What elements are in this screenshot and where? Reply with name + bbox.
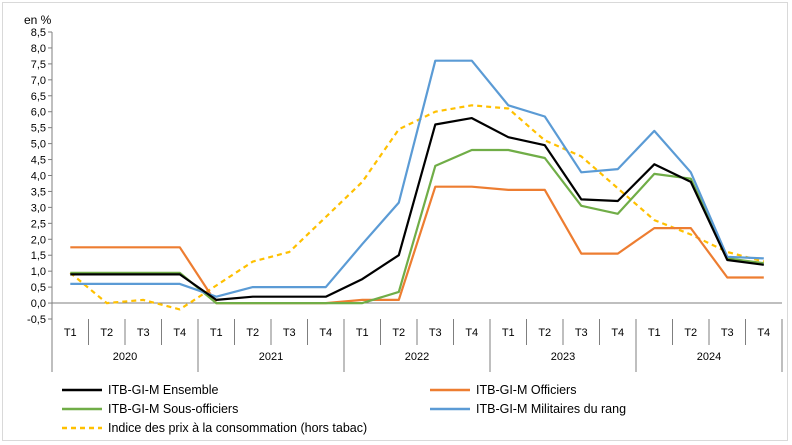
y-tick-label: 1,0 xyxy=(31,266,46,278)
y-tick-label: 3,0 xyxy=(31,202,46,214)
y-tick-label: 2,5 xyxy=(31,218,46,230)
y-tick-label: 4,5 xyxy=(31,155,46,167)
legend-label: ITB-GI-M Sous-officiers xyxy=(108,402,238,416)
year-label: 2024 xyxy=(697,351,721,363)
year-label: 2022 xyxy=(405,351,429,363)
x-tick-label: T4 xyxy=(611,327,624,339)
legend: ITB-GI-M Ensemble ITB-GI-M Officiers ITB-G… xyxy=(62,383,626,435)
x-tick-label: T3 xyxy=(283,327,296,339)
series-line-5 xyxy=(69,104,765,311)
legend-label: Indice des prix à la consommation (hors … xyxy=(108,421,367,435)
y-axis: 8,5 8,0 7,5 7,0 6,5 6,0 5,5 5,0 4,5 4,0 3,5 3,0 2,5 2… xyxy=(27,27,53,326)
x-tick-label: T1 xyxy=(648,327,661,339)
legend-label: ITB-GI-M Ensemble xyxy=(108,383,218,397)
x-tick-label: T3 xyxy=(721,327,734,339)
x-tick-label: T2 xyxy=(246,327,259,339)
series-line-4 xyxy=(70,59,764,298)
y-tick-label: 0,0 xyxy=(31,298,46,310)
series-line-2 xyxy=(70,185,764,305)
y-tick-label: 8,5 xyxy=(31,27,46,39)
year-label: 2023 xyxy=(551,351,575,363)
x-tick-label: T3 xyxy=(575,327,588,339)
y-tick-label: 2,0 xyxy=(31,234,46,246)
y-tick-label: 5,5 xyxy=(31,123,46,135)
x-tick-label: T4 xyxy=(465,327,478,339)
year-label: 2020 xyxy=(113,351,137,363)
y-tick-label: 7,5 xyxy=(31,59,46,71)
series-line-1 xyxy=(70,116,764,301)
legend-label: ITB-GI-M Officiers xyxy=(476,383,576,397)
series-lines xyxy=(69,59,765,311)
x-tick-label: T2 xyxy=(538,327,551,339)
y-tick-label: 6,0 xyxy=(31,107,46,119)
y-tick-label: 6,5 xyxy=(31,91,46,103)
x-tick-label: T1 xyxy=(356,327,369,339)
y-tick-label: 5,0 xyxy=(31,139,46,151)
x-tick-label: T4 xyxy=(319,327,332,339)
chart-frame xyxy=(2,2,788,441)
y-axis-unit-label: en % xyxy=(24,13,52,27)
legend-label: ITB-GI-M Militaires du rang xyxy=(476,402,626,416)
x-axis: T1 T2 T3 T4 T1 T2 T3 T4 T1 T2 T3 T4 T1 T2 T3 T4 T1 T2 T3 T4… xyxy=(51,302,783,372)
y-tick-label: 3,5 xyxy=(31,186,46,198)
y-tick-label: 0,5 xyxy=(31,282,46,294)
x-tick-label: T4 xyxy=(757,327,770,339)
y-tick-label: -0,5 xyxy=(27,314,46,326)
x-tick-label: T1 xyxy=(64,327,77,339)
x-tick-label: T3 xyxy=(137,327,150,339)
y-tick-label: 1,5 xyxy=(31,250,46,262)
x-tick-label: T2 xyxy=(684,327,697,339)
year-label: 2021 xyxy=(259,351,283,363)
x-tick-label: T4 xyxy=(173,327,186,339)
x-tick-label: T3 xyxy=(429,327,442,339)
x-tick-label: T2 xyxy=(100,327,113,339)
y-tick-label: 4,0 xyxy=(31,171,46,183)
x-tick-label: T1 xyxy=(210,327,223,339)
y-tick-label: 8,0 xyxy=(31,43,46,55)
x-tick-label: T1 xyxy=(502,327,515,339)
series-line-3 xyxy=(70,148,764,305)
y-tick-label: 7,0 xyxy=(31,75,46,87)
x-tick-label: T2 xyxy=(392,327,405,339)
